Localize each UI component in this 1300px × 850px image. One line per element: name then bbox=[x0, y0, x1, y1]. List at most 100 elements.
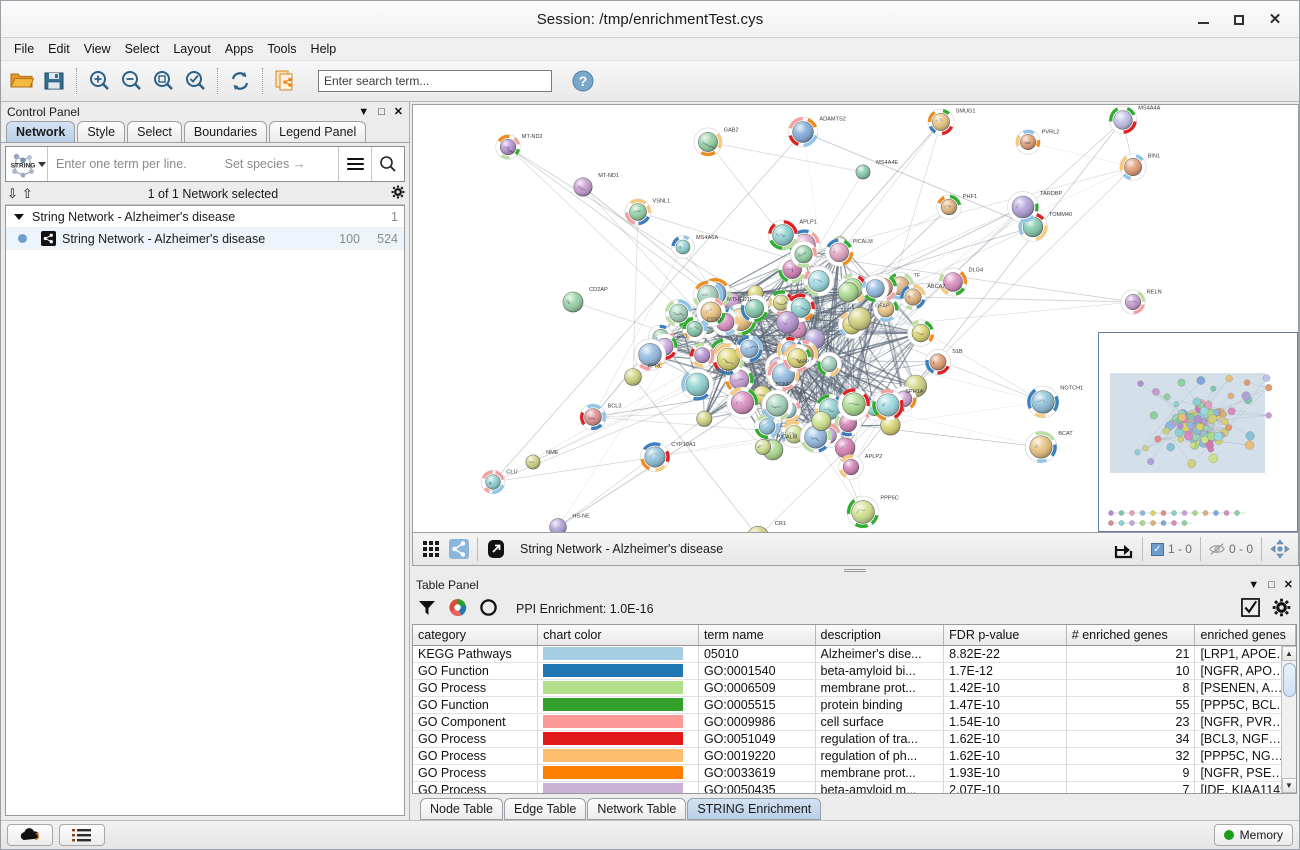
share-network-button[interactable] bbox=[445, 536, 473, 562]
scroll-down-button[interactable]: ▼ bbox=[1281, 778, 1296, 793]
table-row[interactable]: GO Process GO:0033619 membrane prot... 1.93… bbox=[413, 764, 1296, 782]
fit-content-button[interactable] bbox=[1266, 536, 1294, 562]
cell-term-name: 05010 bbox=[698, 645, 816, 663]
control-panel-tabs: Network Style Select Boundaries Legend P… bbox=[1, 121, 409, 143]
table-row[interactable]: GO Function GO:0005515 protein binding 1.47… bbox=[413, 696, 1296, 714]
table-row[interactable]: GO Component GO:0009986 cell surface 1.54E-… bbox=[413, 713, 1296, 731]
network-tree-root[interactable]: String Network - Alzheimer's disease 1 bbox=[6, 206, 404, 228]
grid-layout-button[interactable] bbox=[417, 536, 445, 562]
zoom-fit-button[interactable] bbox=[148, 66, 178, 96]
table-settings-button[interactable] bbox=[1272, 598, 1291, 620]
string-source-selector[interactable]: STRING bbox=[6, 147, 48, 181]
cell-chart-color bbox=[537, 696, 699, 714]
cell-term-name: GO:0050435 bbox=[698, 781, 816, 793]
tab-style[interactable]: Style bbox=[77, 121, 126, 142]
svg-text:CTSD: CTSD bbox=[707, 317, 722, 323]
network-tree-item[interactable]: String Network - Alzheimer's disease 100… bbox=[6, 228, 404, 250]
menu-view[interactable]: View bbox=[83, 42, 111, 56]
table-vertical-scrollbar[interactable]: ▲ ▼ bbox=[1281, 646, 1296, 793]
col-chart-color[interactable]: chart color bbox=[537, 625, 699, 646]
export-network-button[interactable] bbox=[270, 66, 300, 96]
cell-chart-color bbox=[537, 679, 699, 697]
task-list-button[interactable] bbox=[59, 824, 105, 846]
menu-file[interactable]: File bbox=[14, 42, 35, 56]
export-view-button[interactable] bbox=[1110, 536, 1138, 562]
tab-network-table[interactable]: Network Table bbox=[587, 798, 687, 820]
string-search-button[interactable] bbox=[371, 147, 404, 181]
table-row[interactable]: GO Process GO:0050435 beta-amyloid m... 2.0… bbox=[413, 781, 1296, 793]
table-row[interactable]: GO Process GO:0006509 membrane prot... 1.42… bbox=[413, 679, 1296, 697]
panel-close-icon[interactable]: ✕ bbox=[393, 106, 403, 118]
network-canvas[interactable]: MT-ND2 MT-ND1 VSNL1 GAB2 ADAMTS2 PVRL2 SMUG1 TO… bbox=[412, 104, 1299, 533]
birds-eye-view[interactable] bbox=[1098, 332, 1298, 532]
refresh-button[interactable] bbox=[225, 66, 255, 96]
maximize-button[interactable] bbox=[1221, 5, 1257, 35]
network-settings-gear-icon[interactable] bbox=[391, 185, 405, 202]
tab-node-table[interactable]: Node Table bbox=[420, 798, 504, 820]
menu-layout[interactable]: Layout bbox=[173, 42, 211, 56]
col-term-name[interactable]: term name bbox=[698, 625, 816, 646]
svg-text:BIN1: BIN1 bbox=[1148, 153, 1160, 159]
scroll-thumb[interactable] bbox=[1282, 663, 1296, 697]
minimize-button[interactable] bbox=[1185, 5, 1221, 35]
tab-select[interactable]: Select bbox=[127, 121, 182, 142]
col-description[interactable]: description bbox=[815, 625, 945, 646]
expand-all-icon[interactable]: ⇧ bbox=[21, 185, 33, 201]
menu-tools[interactable]: Tools bbox=[267, 42, 297, 56]
chart-color-button[interactable] bbox=[448, 598, 467, 620]
panel-float-icon[interactable]: □ bbox=[378, 105, 385, 118]
cell-chart-color bbox=[537, 747, 699, 765]
set-species-link[interactable]: Set species → bbox=[224, 157, 306, 171]
detach-view-button[interactable] bbox=[482, 536, 510, 562]
zoom-out-button[interactable] bbox=[116, 66, 146, 96]
table-panel-header: Table Panel ▼ □ ✕ bbox=[410, 575, 1299, 594]
search-input[interactable] bbox=[318, 70, 552, 92]
filter-button[interactable] bbox=[418, 599, 436, 620]
collapse-all-icon[interactable]: ⇩ bbox=[7, 185, 18, 201]
col-category[interactable]: category bbox=[413, 625, 539, 646]
menu-help[interactable]: Help bbox=[310, 42, 337, 56]
open-button[interactable] bbox=[7, 66, 37, 96]
table-row[interactable]: GO Function GO:0001540 beta-amyloid bi... 1… bbox=[413, 662, 1296, 680]
col-enriched-genes[interactable]: enriched genes bbox=[1194, 625, 1296, 646]
cloud-status-button[interactable] bbox=[7, 824, 53, 846]
save-button[interactable] bbox=[39, 66, 69, 96]
donut-chart-button[interactable] bbox=[479, 598, 498, 620]
menu-apps[interactable]: Apps bbox=[224, 42, 254, 56]
table-row[interactable]: KEGG Pathways 05010 Alzheimer's dise... 8.8… bbox=[413, 645, 1296, 663]
selected-nodes-indicator[interactable]: ✓ 1 - 0 bbox=[1147, 542, 1196, 556]
tab-string-enrichment[interactable]: STRING Enrichment bbox=[687, 798, 822, 820]
minimize-icon bbox=[1197, 22, 1209, 24]
panel-dropdown-icon[interactable]: ▼ bbox=[358, 105, 370, 118]
string-options-button[interactable] bbox=[338, 147, 371, 181]
svg-text:APP: APP bbox=[799, 360, 810, 366]
tab-edge-table[interactable]: Edge Table bbox=[504, 798, 587, 820]
col-fdr-pvalue[interactable]: FDR p-value bbox=[943, 625, 1067, 646]
expand-triangle-icon[interactable] bbox=[14, 213, 24, 220]
string-query-input[interactable]: Enter one term per line. Set species → bbox=[48, 147, 338, 181]
panel-splitter[interactable] bbox=[410, 566, 1299, 575]
scroll-up-button[interactable]: ▲ bbox=[1281, 646, 1296, 661]
zoom-in-button[interactable] bbox=[84, 66, 114, 96]
tab-boundaries[interactable]: Boundaries bbox=[183, 121, 268, 142]
help-button[interactable]: ? bbox=[568, 66, 598, 96]
network-tree-list[interactable]: String Network - Alzheimer's disease 1 S… bbox=[5, 205, 405, 816]
table-panel-close-icon[interactable]: ✕ bbox=[1283, 579, 1293, 591]
hidden-nodes-indicator[interactable]: 0 - 0 bbox=[1205, 542, 1257, 556]
close-button[interactable]: ✕ bbox=[1257, 5, 1293, 35]
toolbar-separator-3 bbox=[262, 68, 263, 94]
table-row[interactable]: GO Process GO:0019220 regulation of ph... 1… bbox=[413, 747, 1296, 765]
table-panel-dropdown-icon[interactable]: ▼ bbox=[1248, 578, 1260, 591]
menu-select[interactable]: Select bbox=[124, 42, 160, 56]
menu-edit[interactable]: Edit bbox=[48, 42, 70, 56]
col-enriched-count[interactable]: # enriched genes bbox=[1066, 625, 1196, 646]
table-panel-toolbar: PPI Enrichment: 1.0E-16 bbox=[410, 594, 1299, 624]
table-panel-float-icon[interactable]: □ bbox=[1268, 578, 1275, 591]
tab-network[interactable]: Network bbox=[6, 121, 76, 142]
memory-button[interactable]: Memory bbox=[1213, 824, 1293, 846]
tab-legend-panel[interactable]: Legend Panel bbox=[269, 121, 367, 142]
select-all-button[interactable] bbox=[1241, 598, 1260, 620]
table-row[interactable]: GO Process GO:0051049 regulation of tra...… bbox=[413, 730, 1296, 748]
zoom-selected-button[interactable] bbox=[180, 66, 210, 96]
enrichment-table-container[interactable]: category chart color term name descripti… bbox=[412, 624, 1297, 794]
